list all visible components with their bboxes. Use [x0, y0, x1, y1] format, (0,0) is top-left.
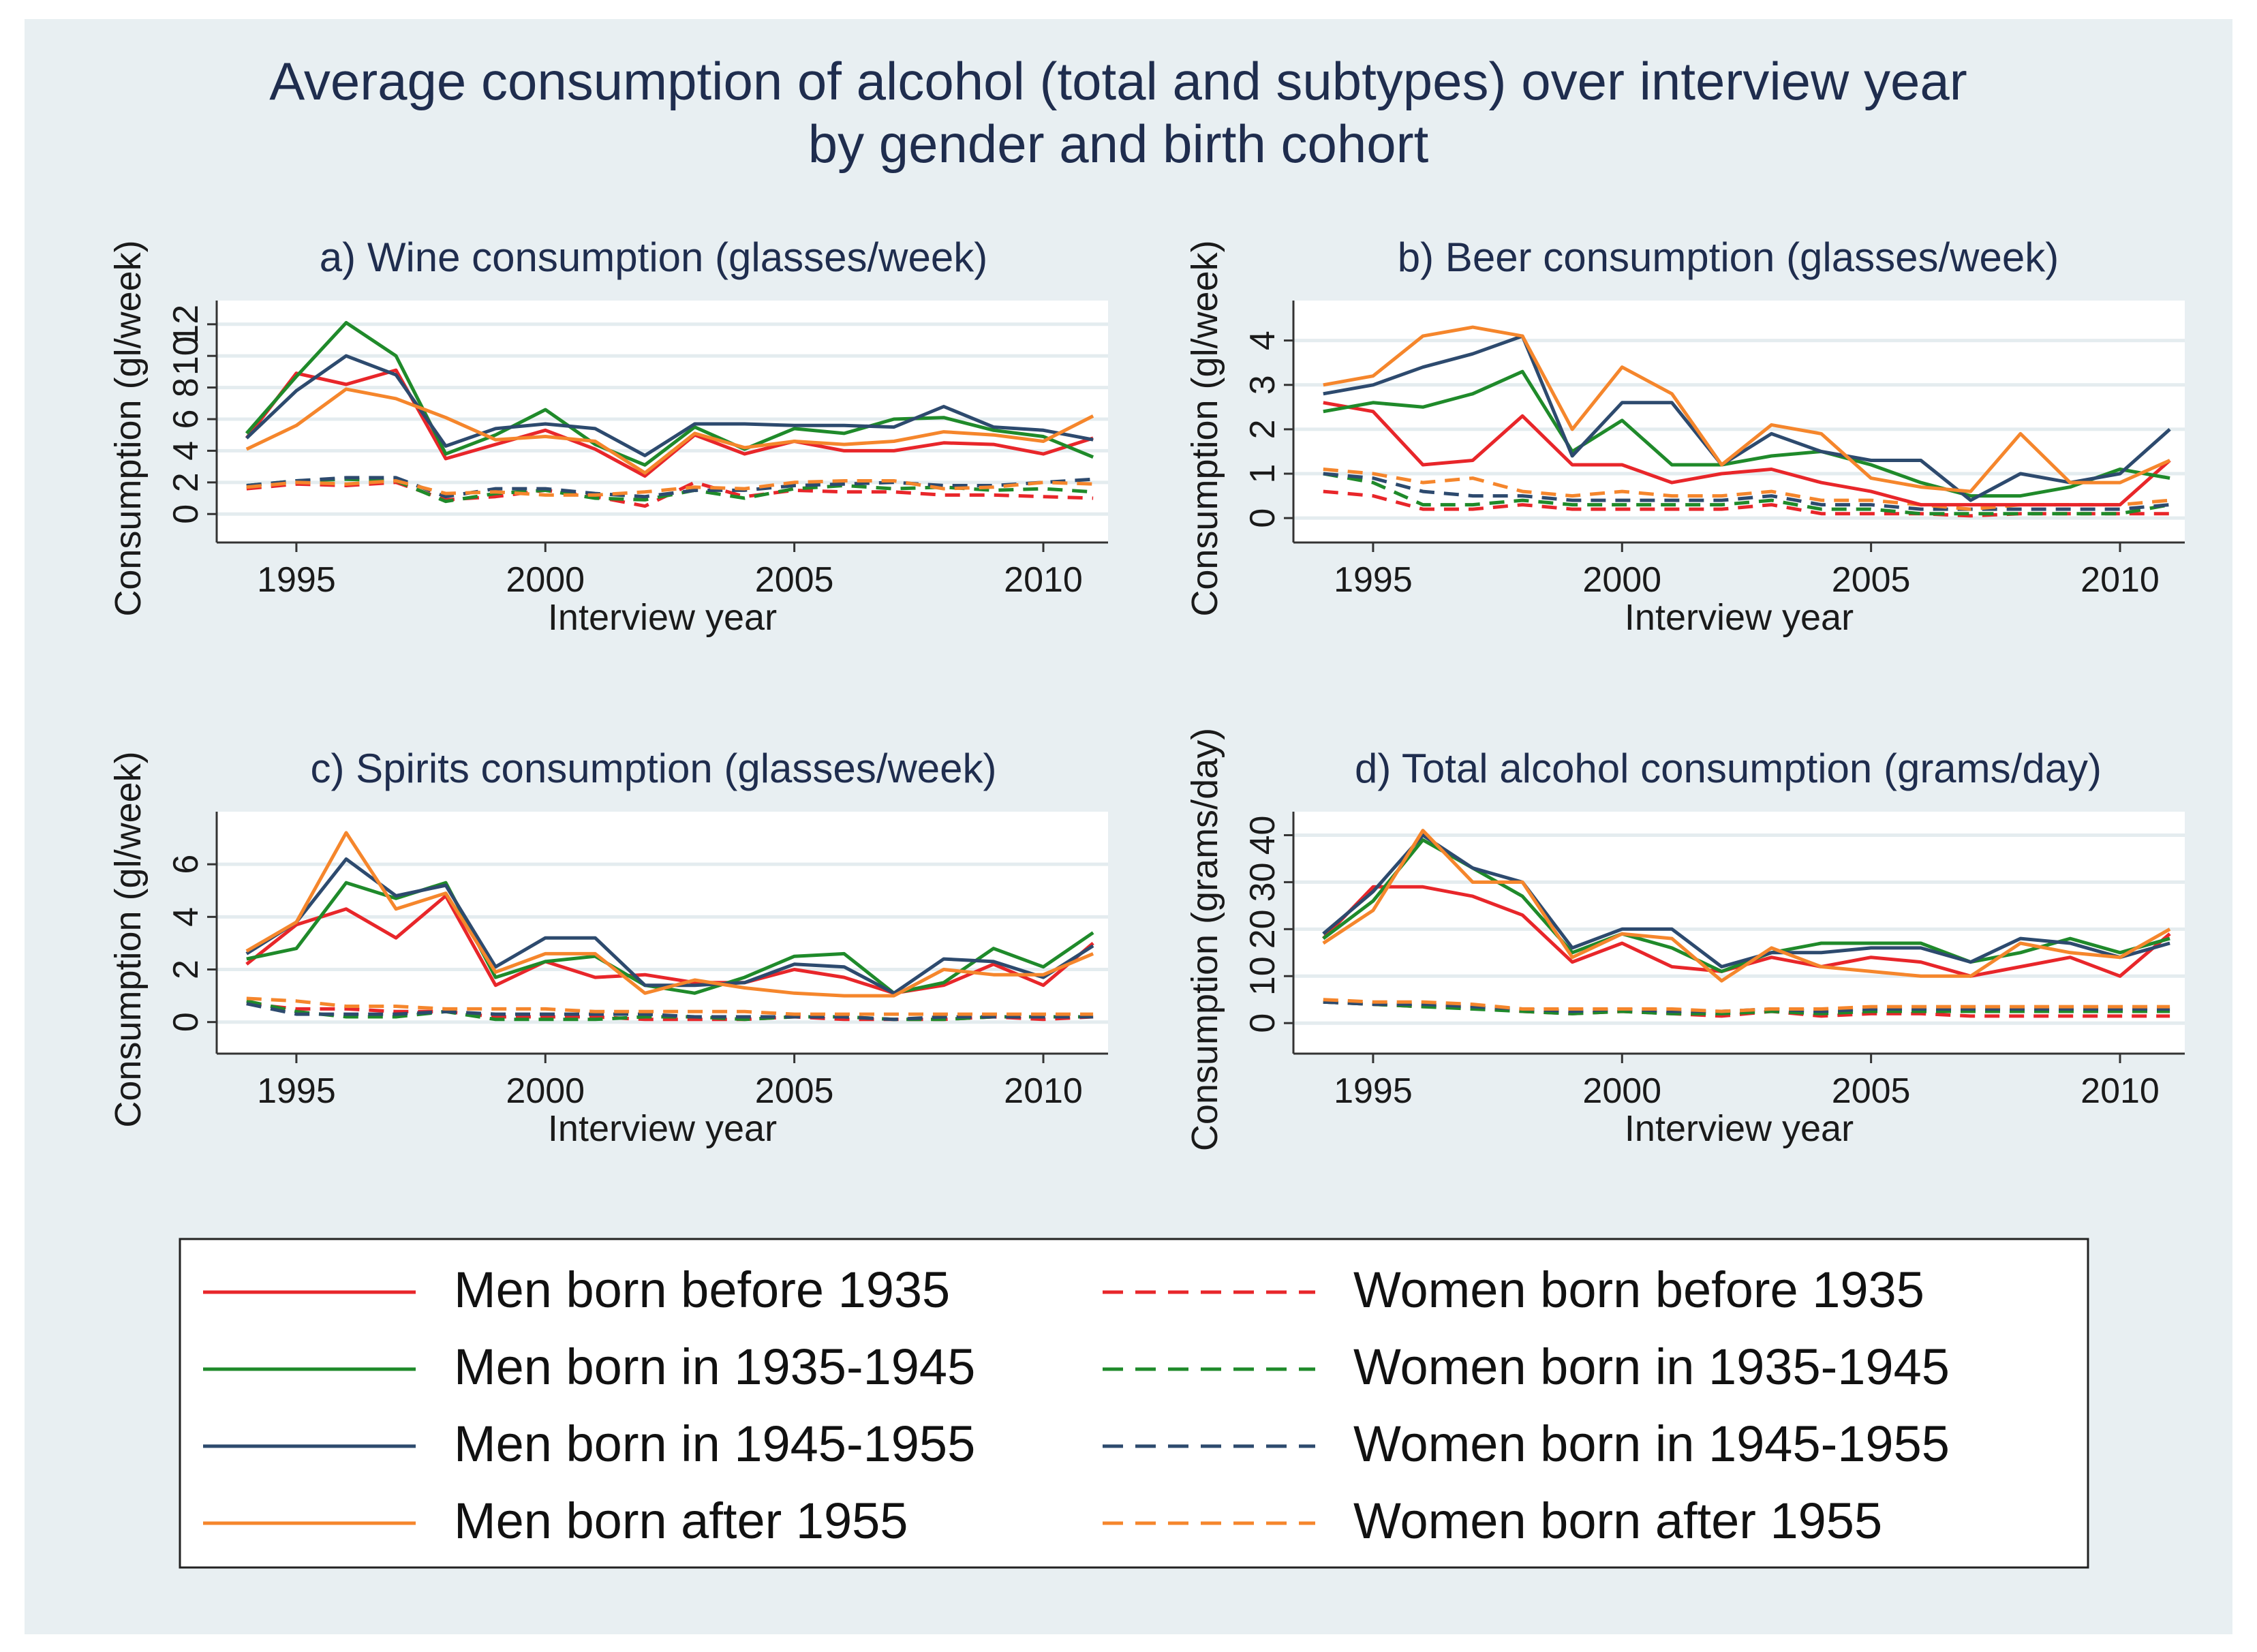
plot-area	[217, 301, 1108, 542]
chart-title-line1: Average consumption of alcohol (total an…	[269, 51, 1967, 111]
series-line-w_post55	[1323, 468, 2170, 511]
x-tick-label: 1995	[257, 1071, 336, 1111]
series-line-m_pre35	[1323, 401, 2171, 507]
legend-label-w_35_45: Women born in 1935-1945	[1353, 1339, 1950, 1395]
panel-title: a) Wine consumption (glasses/week)	[320, 234, 987, 280]
y-tick-label: 0	[1243, 1013, 1283, 1033]
x-tick-label: 2005	[755, 1071, 834, 1111]
y-axis-title: Consumption (gl/week)	[1184, 240, 1225, 616]
series-line-w_post55	[246, 479, 1094, 497]
y-tick-label: 6	[166, 410, 206, 429]
series-line-m_post55	[245, 831, 1094, 998]
x-tick-label: 2000	[1582, 1071, 1661, 1111]
series-line-w_post55	[246, 996, 1094, 1016]
y-tick-label: 2	[166, 472, 206, 492]
series-line-m_post55	[1323, 325, 2171, 493]
panel-title: d) Total alcohol consumption (grams/day)	[1355, 746, 2102, 791]
x-axis-title: Interview year	[548, 597, 777, 638]
x-tick-label: 2010	[1004, 560, 1083, 600]
legend-box	[179, 1238, 2089, 1569]
x-tick-label: 1995	[1334, 560, 1413, 600]
x-tick-label: 2010	[2081, 1071, 2160, 1111]
x-tick-label: 2005	[755, 560, 834, 600]
series-line-m_45_55	[245, 354, 1094, 457]
y-tick-label: 0	[166, 1012, 206, 1032]
legend-label-w_post55: Women born after 1955	[1353, 1493, 1882, 1549]
series-line-w_pre35	[1323, 489, 2170, 518]
series-line-m_pre35	[245, 894, 1094, 995]
y-tick-label: 4	[166, 441, 206, 461]
series-line-w_35_45	[1323, 472, 2170, 516]
x-tick-label: 2010	[1004, 1071, 1083, 1111]
y-tick-label: 1	[1243, 464, 1283, 484]
x-tick-label: 2000	[506, 1071, 585, 1111]
y-tick-label: 12	[166, 305, 206, 344]
series-line-m_post55	[245, 387, 1094, 475]
y-tick-label: 2	[166, 960, 206, 979]
series-line-w_35_45	[1323, 1000, 2170, 1015]
series-line-w_45_55	[246, 1002, 1094, 1022]
y-tick-label: 40	[1243, 816, 1283, 855]
chart-canvas: Average consumption of alcohol (total an…	[25, 19, 2232, 1634]
x-tick-label: 2005	[1832, 1071, 1911, 1111]
series-line-m_35_45	[1323, 369, 2170, 498]
y-tick-label: 6	[166, 855, 206, 874]
y-tick-label: 10	[1243, 956, 1283, 996]
chart-title-line2: by gender and birth cohort	[808, 114, 1429, 174]
x-tick-label: 1995	[257, 560, 336, 600]
legend-label-w_45_55: Women born in 1945-1955	[1353, 1416, 1950, 1472]
legend-label-m_pre35: Men born before 1935	[454, 1261, 950, 1318]
panel-2: 0 2 4 6 1995 2000 2005 2010 Interview year Consum…	[108, 746, 1108, 1149]
y-tick-label: 30	[1243, 862, 1283, 902]
x-tick-label: 2010	[2081, 560, 2160, 600]
panel-title: b) Beer consumption (glasses/week)	[1398, 234, 2059, 280]
y-tick-label: 4	[166, 907, 206, 927]
x-tick-label: 2000	[506, 560, 585, 600]
plot-area	[1293, 812, 2185, 1054]
y-tick-label: 2	[1243, 419, 1283, 439]
y-tick-label: 8	[166, 378, 206, 397]
x-tick-label: 2005	[1832, 560, 1911, 600]
y-axis-title: Consumption (gl/week)	[108, 751, 149, 1127]
series-line-w_pre35	[246, 1002, 1094, 1022]
x-axis-title: Interview year	[548, 1108, 777, 1149]
series-line-m_35_45	[245, 321, 1094, 467]
y-tick-label: 3	[1243, 375, 1283, 395]
x-axis-title: Interview year	[1625, 1108, 1854, 1149]
y-axis-title: Consumption (grams/day)	[1184, 728, 1225, 1151]
panel-3: 0 10 20 30 40 1995 2000 2005 2010 Interview year C…	[1184, 728, 2185, 1151]
series-line-m_post55	[1322, 829, 2171, 983]
x-axis-title: Interview year	[1625, 597, 1854, 638]
series-line-w_post55	[1323, 998, 2170, 1013]
x-tick-label: 2000	[1582, 560, 1661, 600]
chart-figure: Average consumption of alcohol (total an…	[108, 51, 2185, 1569]
legend-label-w_pre35: Women born before 1935	[1353, 1261, 1924, 1318]
series-line-m_45_55	[1323, 334, 2171, 502]
legend-label-m_35_45: Men born in 1935-1945	[454, 1339, 975, 1395]
y-tick-label: 10	[166, 336, 206, 376]
chart-legend: Men born before 1935 Women born before 19…	[179, 1238, 2089, 1569]
legend-label-m_post55: Men born after 1955	[454, 1493, 908, 1549]
legend-label-m_45_55: Men born in 1945-1955	[454, 1416, 975, 1472]
series-line-m_45_55	[1322, 833, 2170, 968]
y-axis-title: Consumption (gl/week)	[108, 240, 149, 616]
y-tick-label: 4	[1243, 331, 1283, 350]
y-tick-label: 20	[1243, 909, 1283, 949]
series-line-w_45_55	[246, 476, 1094, 499]
panel-1: 0 1 2 3 4 1995 2000 2005 2010 Interview year Consu…	[1184, 234, 2185, 638]
x-tick-label: 1995	[1334, 1071, 1413, 1111]
panel-title: c) Spirits consumption (glasses/week)	[310, 746, 996, 791]
series-line-w_45_55	[1323, 472, 2170, 511]
y-tick-label: 0	[1243, 508, 1283, 528]
y-tick-label: 0	[166, 504, 206, 524]
